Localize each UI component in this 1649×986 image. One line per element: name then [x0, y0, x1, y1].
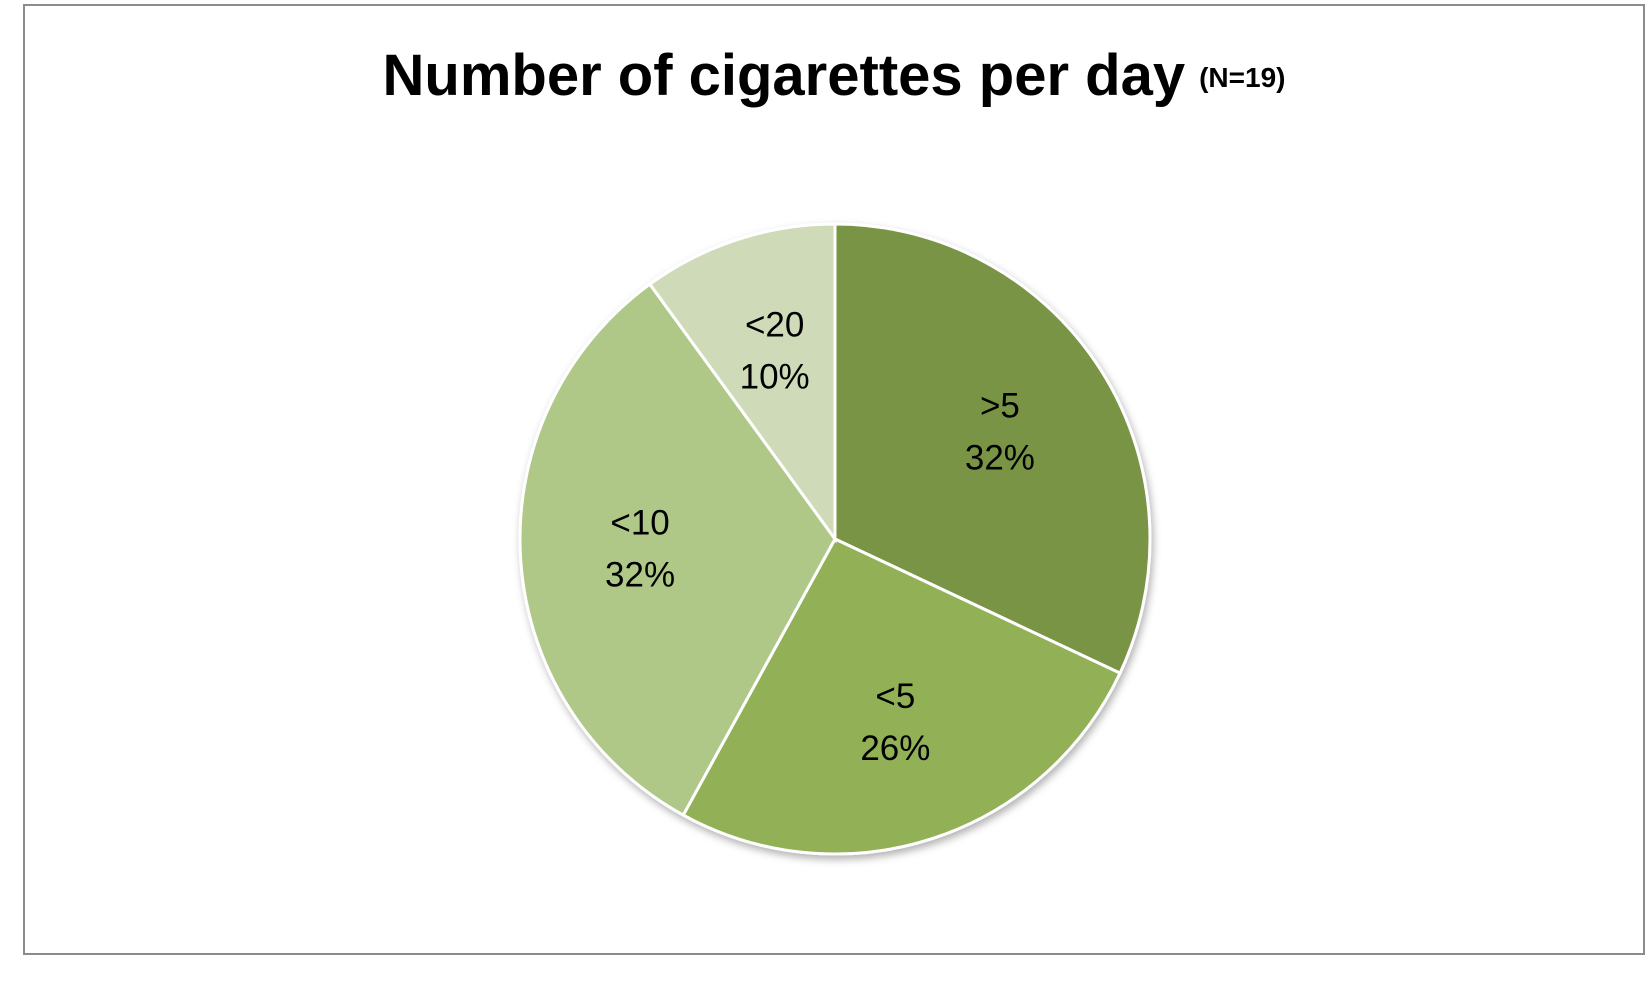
chart-title: Number of cigarettes per day	[383, 43, 1186, 108]
labels: >5 32% <5 26% <10 32% <20 10%	[605, 306, 1035, 768]
pie-slice	[833, 222, 1152, 676]
slice-value-label: 32%	[605, 556, 675, 595]
slice-value-label: 10%	[740, 358, 810, 397]
chart-subtitle: (N=19)	[1199, 62, 1285, 93]
slice-value-label: 32%	[965, 439, 1035, 478]
slice-category-label: <5	[875, 677, 915, 716]
pie-slice	[518, 282, 837, 818]
slice-category-label: <20	[745, 306, 804, 345]
pie	[518, 222, 1152, 856]
slice-category-label: >5	[980, 387, 1020, 426]
slice-value-label: 26%	[860, 729, 930, 768]
slice-category-label: <10	[610, 504, 669, 543]
chart-heading: Number of cigarettes per day (N=19)	[383, 43, 1286, 108]
pie-slice	[647, 222, 837, 544]
